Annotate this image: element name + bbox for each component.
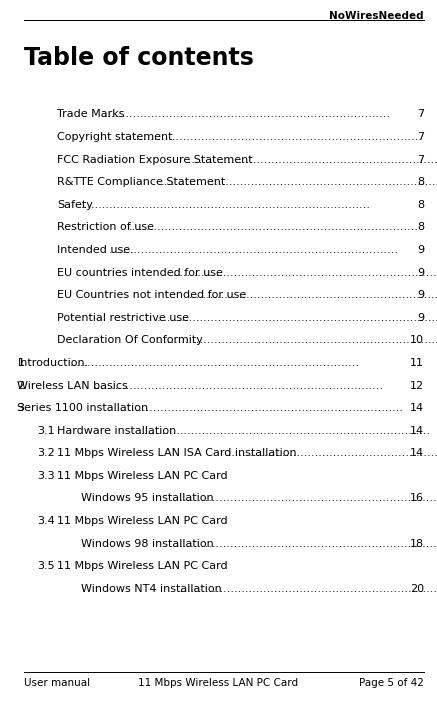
Text: ................................................................................: ........................................… (109, 245, 399, 255)
Text: 9: 9 (417, 313, 424, 323)
Text: 20: 20 (410, 584, 424, 594)
Text: 3.1: 3.1 (37, 426, 55, 436)
Text: 3.5: 3.5 (37, 561, 55, 571)
Text: 2: 2 (17, 381, 24, 390)
Text: 7: 7 (417, 132, 424, 142)
Text: 9: 9 (417, 245, 424, 255)
Text: FCC Radiation Exposure Statement: FCC Radiation Exposure Statement (57, 155, 253, 164)
Text: 11: 11 (410, 358, 424, 368)
Text: ................................................................................: ........................................… (157, 335, 437, 345)
Text: ................................................................................: ........................................… (161, 177, 437, 187)
Text: ................................................................................: ........................................… (101, 109, 391, 119)
Text: ................................................................................: ........................................… (189, 290, 437, 300)
Text: 14: 14 (410, 403, 424, 413)
Text: Table of contents: Table of contents (24, 46, 254, 70)
Text: ................................................................................: ........................................… (141, 426, 431, 436)
Text: 9: 9 (417, 268, 424, 277)
Text: Intended use.: Intended use. (57, 245, 134, 255)
Text: 3.2: 3.2 (37, 448, 55, 458)
Text: ................................................................................: ........................................… (81, 200, 371, 210)
Text: 11 Mbps Wireless LAN PC Card: 11 Mbps Wireless LAN PC Card (57, 516, 227, 526)
Text: 9: 9 (417, 290, 424, 300)
Text: ................................................................................: ........................................… (69, 358, 360, 368)
Text: Hardware installation: Hardware installation (57, 426, 176, 436)
Text: R&TTE Compliance Statement: R&TTE Compliance Statement (57, 177, 225, 187)
Text: ................................................................................: ........................................… (133, 132, 423, 142)
Text: EU countries intended for use: EU countries intended for use (57, 268, 223, 277)
Text: ................................................................................: ........................................… (157, 313, 437, 323)
Text: 3.3: 3.3 (37, 471, 55, 481)
Text: 8: 8 (417, 200, 424, 210)
Text: Windows NT4 installation: Windows NT4 installation (81, 584, 222, 594)
Text: Potential restrictive use: Potential restrictive use (57, 313, 189, 323)
Text: ................................................................................: ........................................… (225, 448, 437, 458)
Text: 8: 8 (417, 177, 424, 187)
Text: Page 5 of 42: Page 5 of 42 (359, 678, 424, 688)
Text: 11 Mbps Wireless LAN PC Card: 11 Mbps Wireless LAN PC Card (139, 678, 298, 688)
Text: Wireless LAN basics: Wireless LAN basics (17, 381, 128, 390)
Text: Series 1100 installation: Series 1100 installation (17, 403, 149, 413)
Text: 3: 3 (17, 403, 24, 413)
Text: Windows 98 installation: Windows 98 installation (81, 539, 214, 549)
Text: 12: 12 (410, 381, 424, 390)
Text: 11 Mbps Wireless LAN ISA Card installation: 11 Mbps Wireless LAN ISA Card installati… (57, 448, 296, 458)
Text: ................................................................................: ........................................… (94, 381, 384, 390)
Text: Trade Marks: Trade Marks (57, 109, 124, 119)
Text: Declaration Of Conformity: Declaration Of Conformity (57, 335, 203, 345)
Text: ................................................................................: ........................................… (185, 155, 437, 164)
Text: NoWiresNeeded: NoWiresNeeded (329, 11, 424, 20)
Text: 16: 16 (410, 493, 424, 503)
Text: ................................................................................: ........................................… (177, 584, 437, 594)
Text: 14: 14 (410, 448, 424, 458)
Text: Introduction.: Introduction. (17, 358, 89, 368)
Text: ................................................................................: ........................................… (173, 539, 437, 549)
Text: 3.4: 3.4 (37, 516, 55, 526)
Text: 18: 18 (410, 539, 424, 549)
Text: ................................................................................: ........................................… (129, 222, 419, 232)
Text: ................................................................................: ........................................… (173, 268, 437, 277)
Text: Windows 95 installation: Windows 95 installation (81, 493, 213, 503)
Text: User manual: User manual (24, 678, 90, 688)
Text: 10: 10 (410, 335, 424, 345)
Text: ................................................................................: ........................................… (173, 493, 437, 503)
Text: EU Countries not intended for use: EU Countries not intended for use (57, 290, 246, 300)
Text: 1: 1 (17, 358, 24, 368)
Text: ................................................................................: ........................................… (114, 403, 403, 413)
Text: 7: 7 (417, 155, 424, 164)
Text: 14: 14 (410, 426, 424, 436)
Text: 11 Mbps Wireless LAN PC Card: 11 Mbps Wireless LAN PC Card (57, 471, 227, 481)
Text: Copyright statement: Copyright statement (57, 132, 172, 142)
Text: 7: 7 (417, 109, 424, 119)
Text: Restriction of use: Restriction of use (57, 222, 154, 232)
Text: 8: 8 (417, 222, 424, 232)
Text: 11 Mbps Wireless LAN PC Card: 11 Mbps Wireless LAN PC Card (57, 561, 227, 571)
Text: Safety: Safety (57, 200, 93, 210)
